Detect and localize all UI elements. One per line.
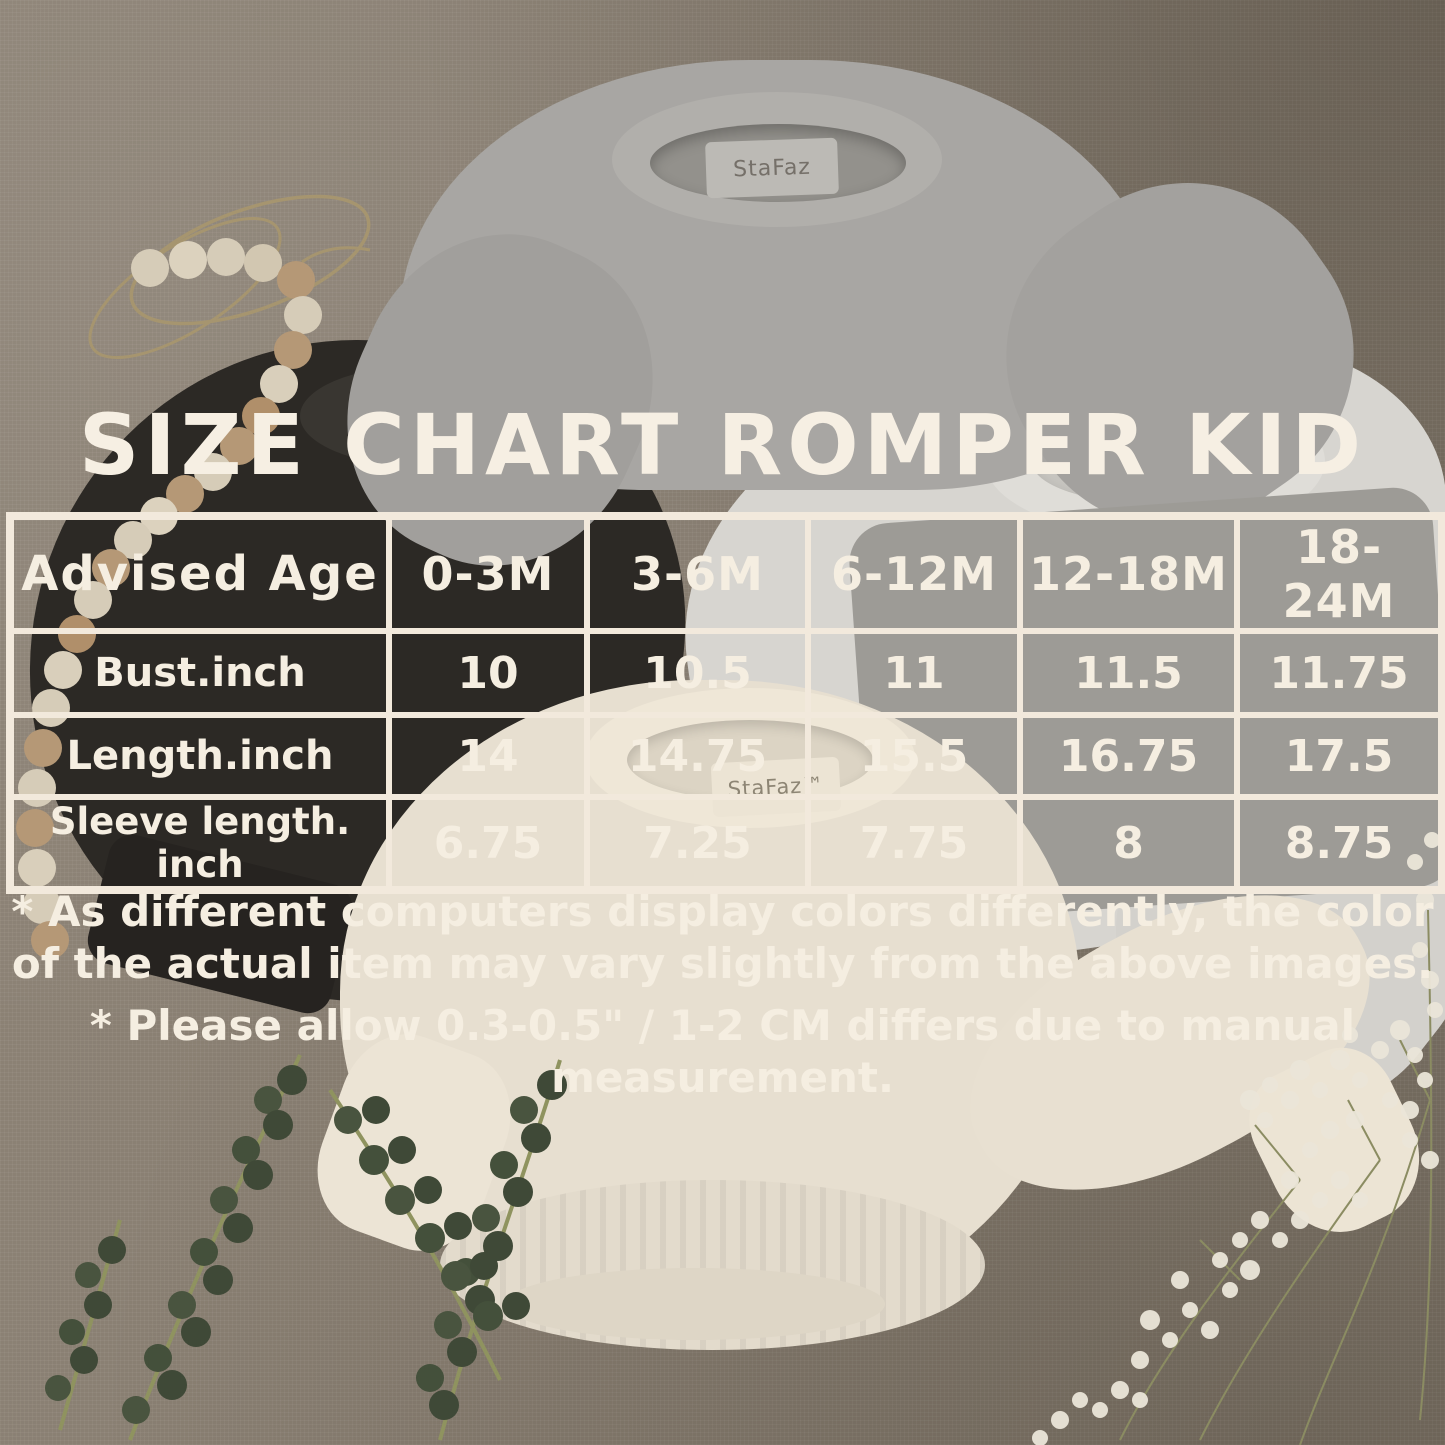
cell-bust-18-24m: 11.75 (1234, 628, 1445, 718)
eucalyptus-leaves (45, 1065, 567, 1424)
cell-length-12-18m: 16.75 (1017, 712, 1240, 800)
size-chart-table: Advised Age 0-3M 3-6M 6-12M 12-18M 18-24… (6, 512, 1445, 894)
row-label-bust: Bust.inch (7, 628, 392, 718)
twine-loop (129, 194, 371, 326)
cell-bust-3-6m: 10.5 (584, 628, 811, 718)
cell-length-3-6m: 14.75 (584, 712, 811, 800)
cell-sleeve-6-12m: 7.75 (805, 794, 1023, 893)
row-label-sleeve: Sleeve length. inch (7, 794, 392, 893)
col-header-18-24m: 18-24M (1234, 513, 1445, 634)
table-row-length: Length.inch 14 14.75 15.5 16.75 17.5 (7, 712, 1445, 800)
cell-bust-0-3m: 10 (386, 628, 590, 718)
col-header-3-6m: 3-6M (584, 513, 811, 634)
cell-bust-12-18m: 11.5 (1017, 628, 1240, 718)
cell-length-18-24m: 17.5 (1234, 712, 1445, 800)
cell-sleeve-3-6m: 7.25 (584, 794, 811, 893)
twine-loop (88, 217, 282, 359)
table-header-row: Advised Age 0-3M 3-6M 6-12M 12-18M 18-24… (7, 513, 1445, 634)
note-color-disclaimer: * As different computers display colors … (11, 887, 1434, 989)
brand-label-text: StaFaz (732, 154, 812, 182)
cell-sleeve-18-24m: 8.75 (1234, 794, 1445, 893)
note-measurement-disclaimer: * Please allow 0.3-0.5" / 1-2 CM differs… (89, 1001, 1356, 1103)
cell-sleeve-12-18m: 8 (1017, 794, 1240, 893)
page-title: SIZE CHART ROMPER KID (78, 396, 1367, 494)
cell-length-0-3m: 14 (386, 712, 590, 800)
row-label-length: Length.inch (7, 712, 392, 800)
disclaimer-notes: * As different computers display colors … (0, 886, 1445, 1114)
col-header-advised-age: Advised Age (7, 513, 392, 634)
twine-strand (301, 246, 371, 264)
table-row-bust: Bust.inch 10 10.5 11 11.5 11.75 (7, 628, 1445, 718)
eucalyptus-sprigs (45, 1054, 567, 1441)
cell-length-6-12m: 15.5 (805, 712, 1023, 800)
col-header-12-18m: 12-18M (1017, 513, 1240, 634)
table-row-sleeve: Sleeve length. inch 6.75 7.25 7.75 8 8.7… (7, 794, 1445, 893)
cream-romper-elastic-band (505, 1268, 885, 1340)
col-header-0-3m: 0-3M (386, 513, 590, 634)
col-header-6-12m: 6-12M (805, 513, 1023, 634)
cell-bust-6-12m: 11 (805, 628, 1023, 718)
gray-sweatshirt-neck-label: StaFaz (705, 137, 839, 199)
cell-sleeve-0-3m: 6.75 (386, 794, 590, 893)
